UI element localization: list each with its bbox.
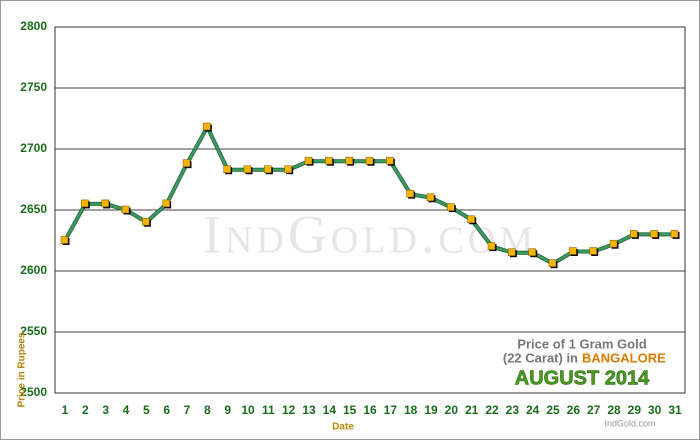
x-axis-label: Date <box>332 422 354 433</box>
y-axis-label: Price in Rupees <box>17 332 28 407</box>
marker <box>569 247 577 255</box>
x-tick-label: 9 <box>224 403 231 417</box>
marker <box>447 203 455 211</box>
x-tick-label: 15 <box>343 403 357 417</box>
annotation-city: BANGALORE <box>582 350 666 365</box>
marker <box>548 259 557 267</box>
x-tick-label: 22 <box>485 403 499 417</box>
x-tick-label: 1 <box>62 403 69 417</box>
marker <box>223 165 231 173</box>
y-tick-label: 2500 <box>20 385 47 399</box>
marker <box>528 248 536 256</box>
y-tick-label: 2700 <box>20 141 47 155</box>
marker <box>365 156 374 165</box>
marker <box>670 230 679 238</box>
y-tick-label: 2600 <box>20 263 47 277</box>
annotation-line: (22 Carat) in <box>503 350 578 365</box>
x-tick-label: 24 <box>526 403 540 417</box>
marker <box>467 215 475 224</box>
x-tick-label: 29 <box>628 403 642 417</box>
marker <box>426 193 435 202</box>
x-tick-label: 19 <box>424 403 438 417</box>
x-tick-label: 5 <box>143 403 150 417</box>
x-tick-label: 16 <box>363 403 377 417</box>
marker <box>609 239 618 248</box>
marker <box>121 205 130 214</box>
y-tick-label: 2750 <box>20 80 47 94</box>
marker <box>162 199 170 208</box>
source: IndGold.com <box>604 418 655 428</box>
marker <box>243 165 252 173</box>
x-tick-label: 25 <box>546 403 560 417</box>
x-tick-label: 30 <box>648 403 662 417</box>
watermark: IndGold.com <box>203 204 537 264</box>
marker <box>325 156 333 165</box>
marker <box>589 247 597 255</box>
marker <box>304 156 313 165</box>
annotation-period: AUGUST 2014 <box>515 367 650 389</box>
marker <box>60 236 69 244</box>
annotation-bg <box>496 336 672 391</box>
x-tick-label: 6 <box>163 403 170 417</box>
marker <box>284 165 292 173</box>
marker <box>508 248 516 256</box>
x-tick-label: 28 <box>607 403 621 417</box>
x-tick-label: 31 <box>668 403 682 417</box>
annotation-line: Price of 1 Gram Gold <box>517 336 646 351</box>
x-tick-label: 17 <box>384 403 398 417</box>
x-tick-label: 11 <box>262 403 275 417</box>
marker <box>142 217 150 226</box>
annotation: Price of 1 Gram Gold (22 Carat) in BANGA… <box>496 336 672 428</box>
x-tick-label: 27 <box>587 403 601 417</box>
x-tick-label: 3 <box>102 403 109 417</box>
x-tick-label: 18 <box>404 403 418 417</box>
marker <box>264 165 272 173</box>
marker <box>182 159 191 167</box>
marker <box>487 242 496 250</box>
x-tick-label: 20 <box>445 403 459 417</box>
marker <box>650 230 658 238</box>
marker <box>81 199 89 208</box>
marker <box>386 156 394 165</box>
x-tick-label: 4 <box>123 403 130 417</box>
x-tick-label: 7 <box>184 403 191 417</box>
y-tick-label: 2650 <box>20 202 47 216</box>
marker <box>101 199 109 208</box>
y-tick-label: 2800 <box>20 19 47 33</box>
marker <box>203 122 211 131</box>
x-tick-label: 23 <box>506 403 520 417</box>
marker <box>345 156 353 165</box>
x-tick-label: 13 <box>302 403 316 417</box>
y-tick-label: 2550 <box>20 324 47 338</box>
plot-border <box>54 26 686 394</box>
marker <box>406 189 414 198</box>
x-tick-label: 2 <box>82 403 89 417</box>
x-tick-label: 14 <box>323 403 337 417</box>
x-tick-label: 21 <box>465 403 479 417</box>
marker <box>630 230 638 238</box>
x-tick-label: 12 <box>282 403 296 417</box>
x-tick-label: 26 <box>567 403 581 417</box>
x-tick-label: 8 <box>204 403 211 417</box>
x-tick-label: 10 <box>241 403 255 417</box>
